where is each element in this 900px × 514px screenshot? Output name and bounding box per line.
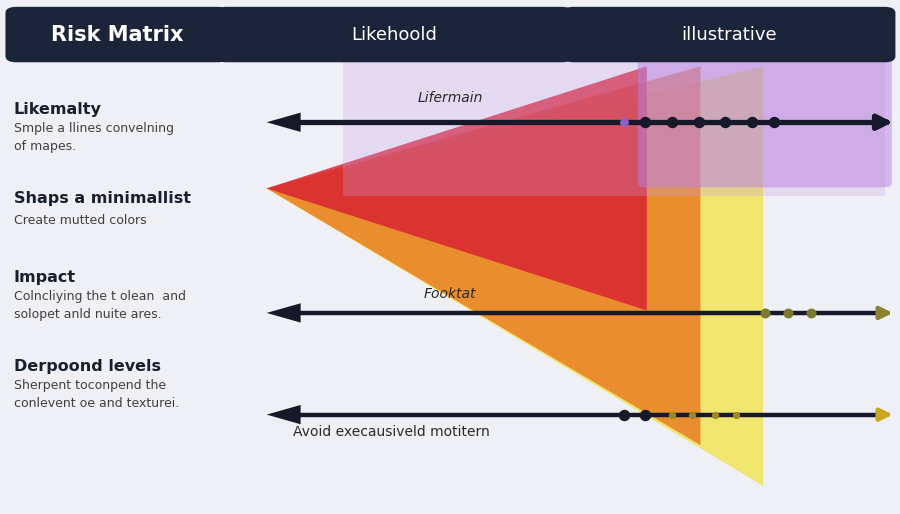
Point [684, 411, 698, 419]
FancyBboxPatch shape [638, 57, 892, 187]
Point [781, 309, 796, 317]
Text: Colncliying the t olean  and
solopet anld nuite ares.: Colncliying the t olean and solopet anld… [14, 290, 185, 321]
Point [745, 118, 760, 126]
Point [691, 118, 706, 126]
Text: Sherpent toconpend the
conlevent oe and texturei.: Sherpent toconpend the conlevent oe and … [14, 379, 179, 410]
Polygon shape [266, 405, 301, 424]
Text: Risk Matrix: Risk Matrix [50, 25, 183, 45]
Polygon shape [266, 66, 763, 486]
Point [729, 411, 743, 419]
Point [805, 309, 819, 317]
Polygon shape [343, 61, 885, 196]
FancyBboxPatch shape [216, 7, 572, 62]
FancyBboxPatch shape [562, 7, 896, 62]
Point [707, 411, 722, 419]
Point [617, 118, 632, 126]
Point [758, 309, 772, 317]
Text: Create mutted colors: Create mutted colors [14, 214, 146, 227]
FancyBboxPatch shape [5, 7, 229, 62]
Point [638, 118, 652, 126]
Text: Avoid execausiveld motitern: Avoid execausiveld motitern [293, 426, 491, 439]
Text: Derpoond levels: Derpoond levels [14, 359, 160, 374]
Point [638, 411, 652, 419]
Text: Likehoold: Likehoold [351, 26, 437, 44]
Text: Impact: Impact [14, 270, 76, 285]
Text: Likemalty: Likemalty [14, 102, 102, 117]
Polygon shape [266, 113, 301, 132]
Text: Shaps a minimallist: Shaps a minimallist [14, 191, 191, 206]
Text: Lifermain: Lifermain [418, 91, 482, 105]
Text: Fooktat: Fooktat [424, 287, 476, 301]
Point [664, 411, 679, 419]
Point [664, 118, 679, 126]
Point [617, 411, 632, 419]
Text: Smple a llines convelning
of mapes.: Smple a llines convelning of mapes. [14, 122, 174, 153]
Text: illustrative: illustrative [681, 26, 777, 44]
Polygon shape [266, 303, 301, 323]
Point [718, 118, 733, 126]
Polygon shape [266, 66, 647, 310]
Point [767, 118, 781, 126]
Polygon shape [266, 66, 700, 445]
